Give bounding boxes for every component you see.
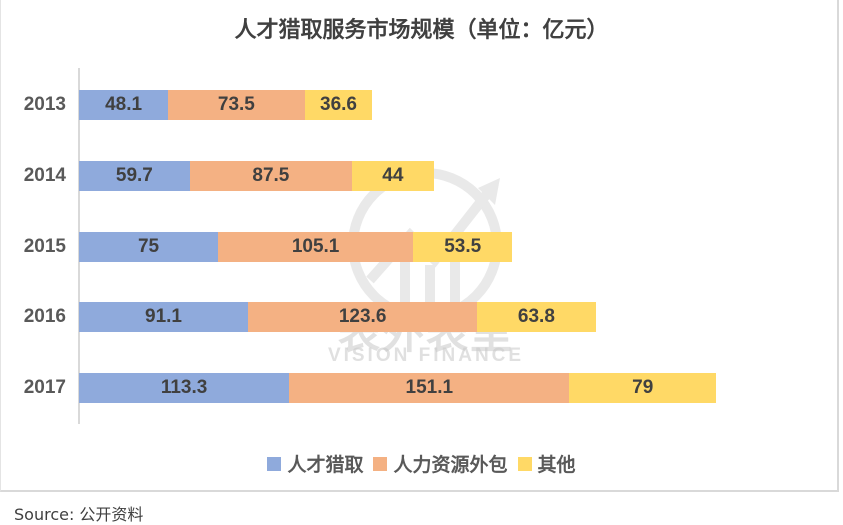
category-label: 2014 bbox=[23, 165, 66, 186]
bar-segment[interactable]: 44 bbox=[352, 161, 434, 191]
stacked-bar: 48.1 73.5 36.6 bbox=[79, 90, 373, 120]
legend-swatch-icon bbox=[373, 456, 388, 471]
legend-item-headhunting[interactable]: 人才猎取 bbox=[267, 450, 363, 477]
bar-segment[interactable]: 113.3 bbox=[79, 373, 290, 403]
bar-segment[interactable]: 59.7 bbox=[79, 161, 190, 191]
legend: 人才猎取 人力资源外包 其他 bbox=[0, 450, 843, 477]
watermark-en: VISION FINANCE bbox=[327, 345, 525, 366]
bar-segment[interactable]: 123.6 bbox=[247, 302, 478, 332]
stacked-bar: 91.1 123.6 63.8 bbox=[79, 302, 596, 332]
category-label: 2015 bbox=[23, 236, 66, 257]
stacked-bar: 59.7 87.5 44 bbox=[79, 161, 434, 191]
legend-swatch-icon bbox=[517, 456, 532, 471]
chart-frame bbox=[0, 0, 839, 492]
source-note: Source: 公开资料 bbox=[14, 505, 144, 524]
bar-segment[interactable]: 91.1 bbox=[79, 302, 248, 332]
bar-segment[interactable]: 53.5 bbox=[413, 232, 513, 262]
legend-swatch-icon bbox=[267, 456, 282, 471]
legend-label: 人力资源外包 bbox=[393, 454, 508, 476]
legend-label: 人才猎取 bbox=[287, 454, 364, 476]
bar-segment[interactable]: 63.8 bbox=[477, 302, 596, 332]
bar-segment[interactable]: 48.1 bbox=[79, 90, 169, 120]
bar-segment[interactable]: 151.1 bbox=[289, 373, 570, 403]
bar-segment[interactable]: 73.5 bbox=[168, 90, 305, 120]
legend-item-other[interactable]: 其他 bbox=[517, 450, 576, 477]
category-label: 2016 bbox=[23, 306, 66, 327]
bar-segment[interactable]: 75 bbox=[79, 232, 219, 262]
bar-segment[interactable]: 87.5 bbox=[189, 161, 353, 191]
bar-segment[interactable]: 79 bbox=[569, 373, 716, 403]
bar-segment[interactable]: 36.6 bbox=[304, 90, 373, 120]
legend-item-hr-outsourcing[interactable]: 人力资源外包 bbox=[373, 450, 508, 477]
bar-segment[interactable]: 105.1 bbox=[218, 232, 414, 262]
chart-title: 人才猎取服务市场规模（单位：亿元） bbox=[234, 18, 609, 43]
stacked-bar: 75 105.1 53.5 bbox=[79, 232, 513, 262]
stacked-bar: 113.3 151.1 79 bbox=[79, 373, 716, 403]
legend-label: 其他 bbox=[537, 454, 576, 476]
category-label: 2017 bbox=[23, 377, 66, 398]
category-label: 2013 bbox=[23, 94, 66, 115]
